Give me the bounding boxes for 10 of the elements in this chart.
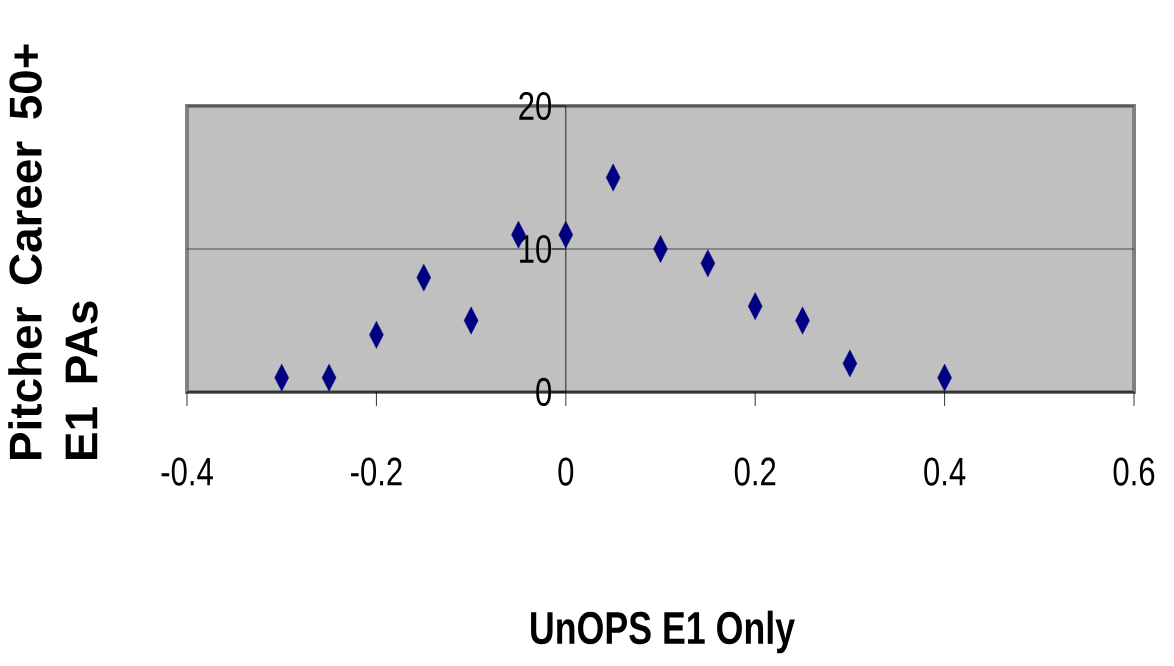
y-axis-title: Pitcher Career 50+ E1 PAs — [8, 44, 98, 459]
x-tick-label: 0.2 — [734, 457, 776, 486]
y-tick-label: 10 — [520, 234, 552, 264]
x-tick-label: -0.4 — [161, 457, 213, 486]
x-tick-label: 0.6 — [1113, 457, 1155, 486]
y-tick-label: 20 — [519, 91, 552, 121]
x-axis-title: UnOPS E1 Only — [531, 610, 795, 654]
x-tick-label: -0.2 — [351, 457, 402, 486]
x-tick-label: 0.4 — [924, 457, 966, 486]
x-tick-label: 0 — [558, 457, 574, 486]
